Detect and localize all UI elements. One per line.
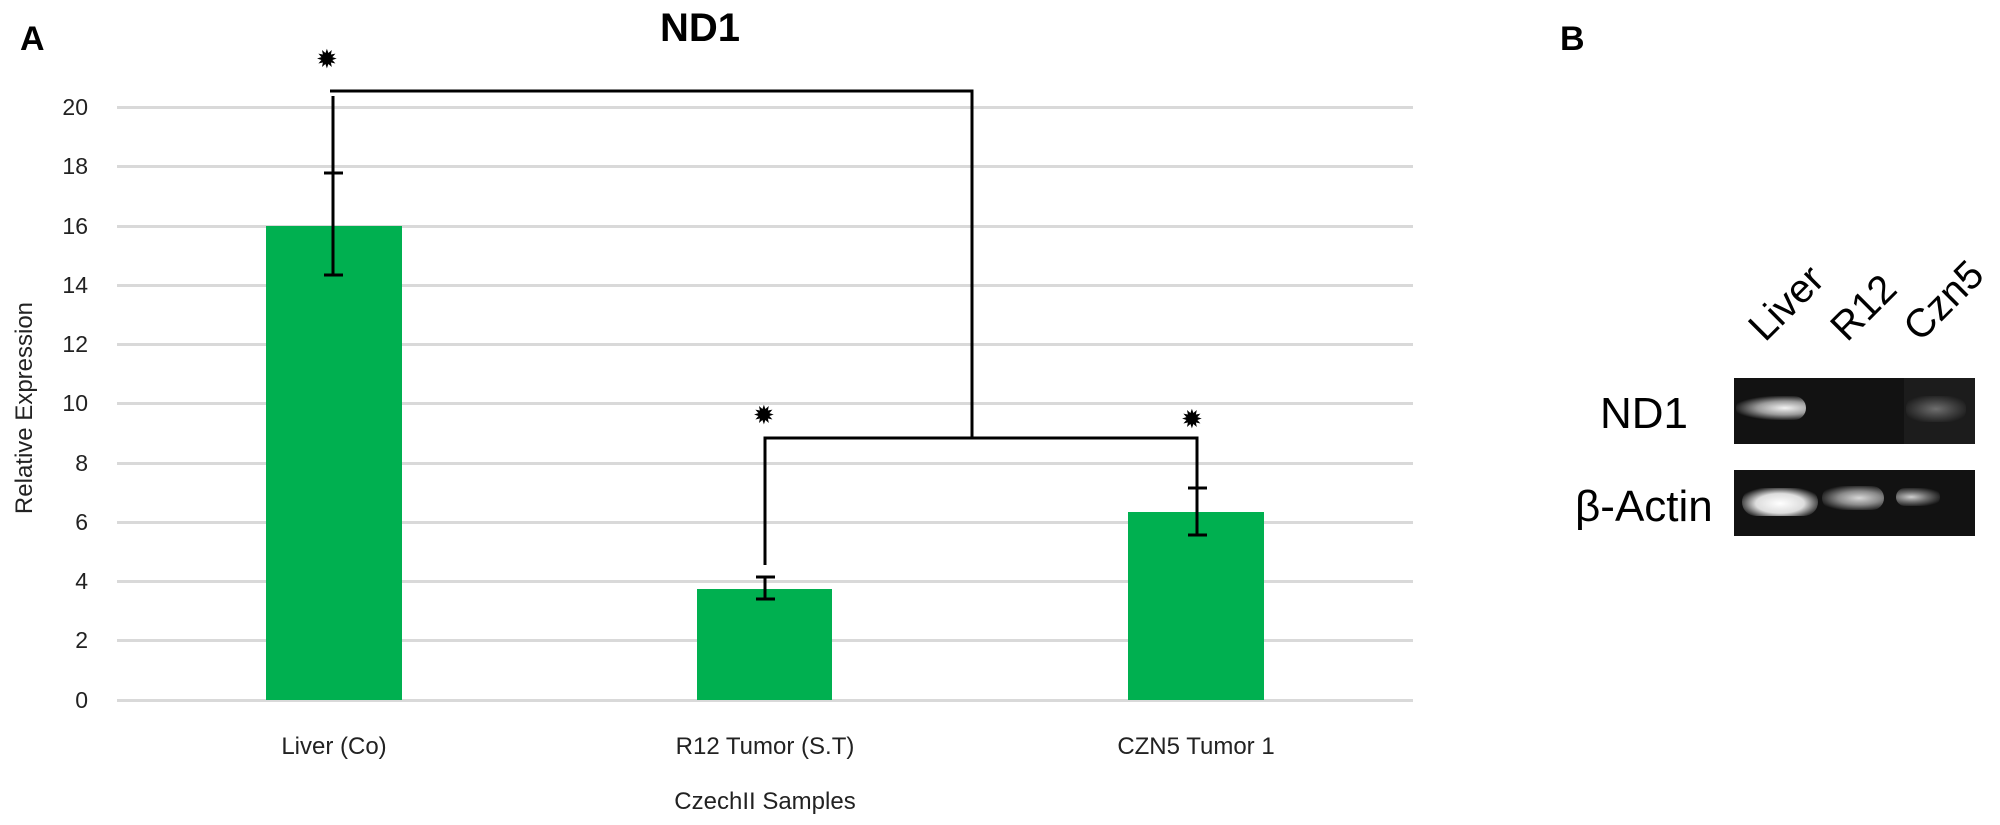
ytick: 14	[62, 272, 88, 298]
significance-brackets	[330, 89, 1199, 565]
significance-star-r12: ✹	[753, 400, 775, 430]
gridline-10	[117, 402, 1413, 405]
ytick: 10	[62, 390, 88, 416]
ytick: 20	[62, 94, 88, 120]
gridline-20	[117, 106, 1413, 109]
gel-band-nd1	[1734, 378, 1975, 444]
ytick: 16	[62, 213, 88, 239]
gel-band-actin	[1734, 470, 1975, 536]
error-bars	[324, 96, 1207, 601]
bar-liver	[266, 226, 402, 700]
gridline-16	[117, 225, 1413, 228]
gel-row-label-actin: β-Actin	[1575, 482, 1713, 531]
panel-a-label: A	[20, 20, 45, 58]
panel-b-label: B	[1560, 20, 1585, 58]
ytick: 8	[75, 450, 88, 476]
xtick-czn5: CZN5 Tumor 1	[1117, 733, 1275, 760]
ytick: 18	[62, 153, 88, 179]
ytick: 0	[75, 687, 88, 713]
bar-czn5-tumor	[1128, 512, 1264, 700]
ytick: 6	[75, 509, 88, 535]
xtick-r12: R12 Tumor (S.T)	[675, 733, 855, 760]
ytick: 4	[75, 568, 88, 594]
gridline-0	[117, 699, 1413, 702]
significance-star-czn5: ✹	[1181, 404, 1203, 434]
ytick: 12	[62, 331, 88, 357]
gridline-12	[117, 343, 1413, 346]
chart-title: ND1	[659, 6, 741, 50]
xtick-liver: Liver (Co)	[281, 733, 387, 760]
ytick: 2	[75, 627, 88, 653]
gel-row-label-nd1: ND1	[1600, 389, 1689, 438]
bar-r12-tumor	[697, 589, 832, 700]
gridline-18	[117, 165, 1413, 168]
significance-star-liver: ✹	[316, 44, 338, 74]
x-axis-title: CzechII Samples	[674, 788, 856, 815]
gridline-14	[117, 284, 1413, 287]
